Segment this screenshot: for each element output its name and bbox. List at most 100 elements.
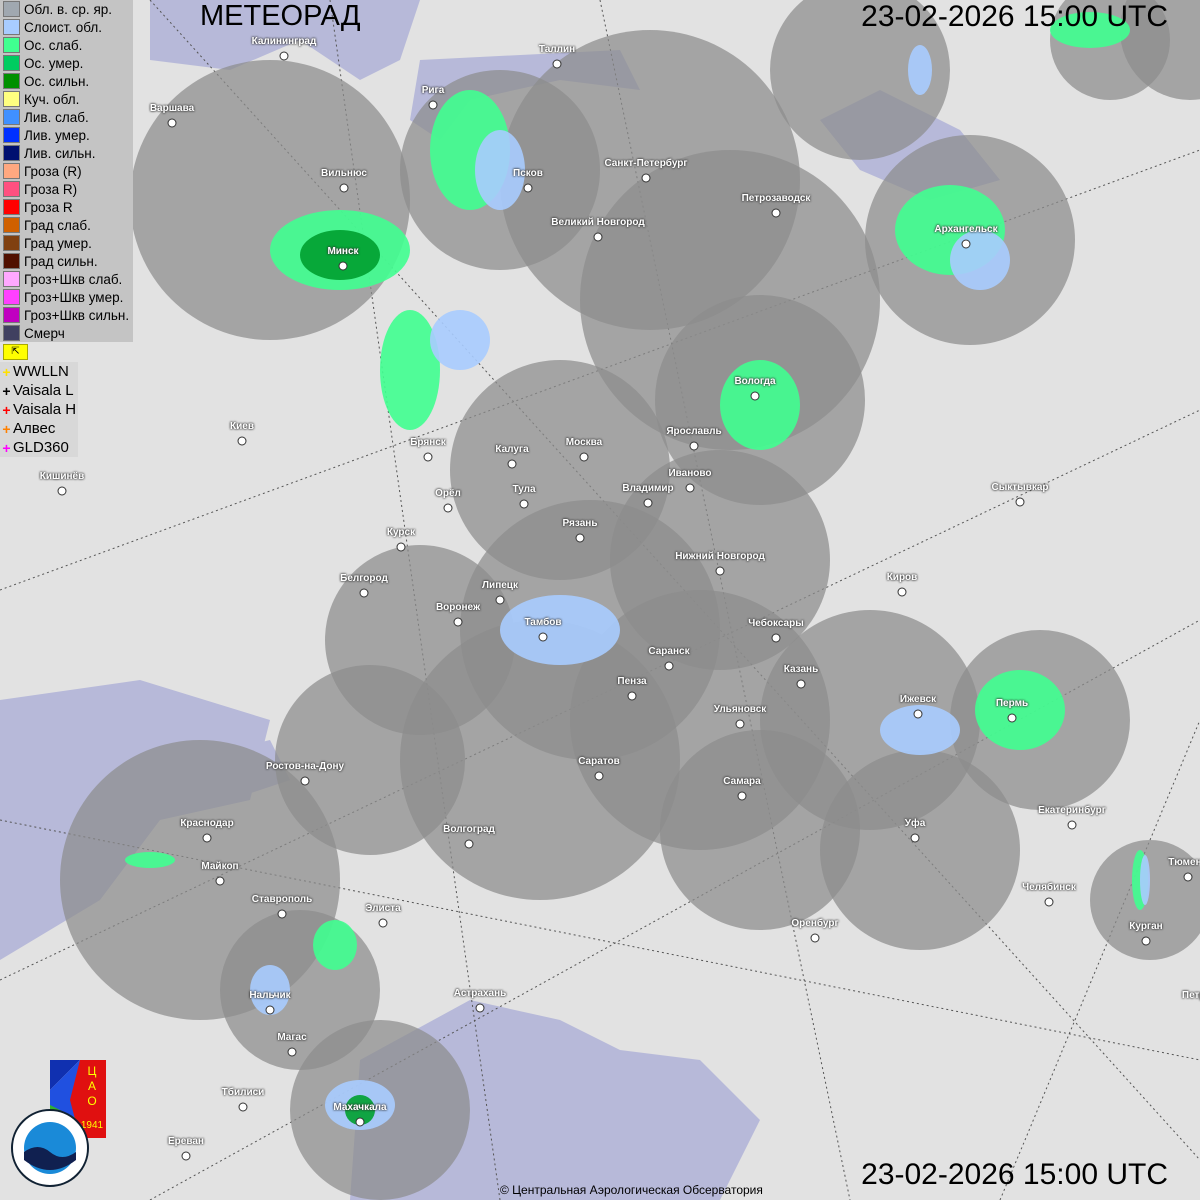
legend-swatch (3, 91, 20, 107)
city-marker-icon (771, 633, 781, 643)
precipitation-echo (345, 1095, 375, 1125)
city-marker-icon (523, 183, 533, 193)
city-marker-icon (237, 436, 247, 446)
legend-swatch (3, 109, 20, 125)
legend-label: Гроз+Шкв слаб. (24, 271, 123, 287)
city-label: Ижевск (899, 694, 937, 705)
city-marker-icon (279, 51, 289, 61)
city-marker-icon (538, 632, 548, 642)
legend-label: Слоист. обл. (24, 19, 103, 35)
baltic-sea (150, 0, 420, 80)
legend-swatch (3, 163, 20, 179)
legend-item: Гроз+Шкв умер. (0, 288, 133, 306)
legend-item: Слоист. обл. (0, 18, 133, 36)
city-label: Архангельск (934, 224, 998, 235)
city-marker-icon (507, 459, 517, 469)
lightning-toggle-button[interactable]: ⇱ (3, 344, 28, 360)
city-label: Элиста (365, 903, 401, 914)
legend-item: Смерч (0, 324, 133, 342)
city-label: Ярославль (666, 426, 722, 437)
legend-label: Гроза (R) (24, 163, 82, 179)
cross-icon: + (2, 382, 11, 399)
city-marker-icon (627, 691, 637, 701)
city-marker-icon (181, 1151, 191, 1161)
city-label: Махачкала (333, 1102, 387, 1113)
city-marker-icon (1044, 897, 1054, 907)
cross-icon: + (2, 420, 11, 437)
legend-swatch (3, 199, 20, 215)
city-label: Оренбург (791, 918, 839, 929)
precipitation-echo (880, 705, 960, 755)
legend-item: Ос. умер. (0, 54, 133, 72)
cross-icon: + (2, 439, 11, 456)
city-label: Воронеж (435, 602, 481, 613)
legend-label: Куч. обл. (24, 91, 80, 107)
lightning-network-label: Vaisala H (13, 401, 77, 418)
svg-text:О: О (87, 1094, 96, 1108)
city-label: Пермь (995, 698, 1029, 709)
legend-item: Куч. обл. (0, 90, 133, 108)
city-label: Краснодар (180, 818, 234, 829)
city-label: Великий Новгород (551, 217, 645, 228)
city-label: Санкт-Петербург (604, 158, 688, 169)
city-label: Майкоп (201, 861, 239, 872)
svg-text:Ц: Ц (88, 1064, 97, 1078)
city-marker-icon (215, 876, 225, 886)
city-marker-icon (796, 679, 806, 689)
city-marker-icon (339, 183, 349, 193)
city-label: Рязань (562, 518, 598, 529)
city-label: Саратов (578, 756, 620, 767)
legend-label: Гроз+Шкв умер. (24, 289, 124, 305)
legend-swatch (3, 235, 20, 251)
lightning-network-label: WWLLN (13, 363, 69, 380)
lightning-network-item: + Vaisala L (0, 381, 78, 400)
precipitation-echo (1140, 855, 1150, 905)
legend-label: Град слаб. (24, 217, 91, 233)
city-marker-icon (453, 617, 463, 627)
city-marker-icon (735, 719, 745, 729)
city-marker-icon (475, 1003, 485, 1013)
lightning-network-label: Алвес (13, 420, 56, 437)
legend-item: Обл. в. ср. яр. (0, 0, 133, 18)
city-label: Самара (723, 776, 761, 787)
lightning-network-item: + GLD360 (0, 438, 78, 457)
city-label: Варшава (149, 103, 195, 114)
city-marker-icon (689, 441, 699, 451)
legend-label: Гроза R (24, 199, 73, 215)
legend-item: Гроз+Шкв сильн. (0, 306, 133, 324)
city-marker-icon (464, 839, 474, 849)
city-label: Киев (230, 421, 254, 432)
city-marker-icon (1007, 713, 1017, 723)
city-label: Саранск (648, 646, 690, 657)
precipitation-echo (950, 230, 1010, 290)
precipitation-echo (908, 45, 932, 95)
roshydromet-logo (11, 1109, 89, 1187)
city-marker-icon (238, 1102, 248, 1112)
city-label: Брянск (410, 437, 446, 448)
radar-coverage (60, 0, 1200, 1200)
city-marker-icon (265, 1005, 275, 1015)
city-marker-icon (443, 503, 453, 513)
legend-item: Град слаб. (0, 216, 133, 234)
city-label: Тула (512, 484, 536, 495)
legend-label: Град умер. (24, 235, 92, 251)
city-label: Вильнюс (321, 168, 367, 179)
lightning-legend: + WWLLN + Vaisala L + Vaisala H + Алвес + GLD360 (0, 362, 78, 457)
city-label: Псков (513, 168, 543, 179)
city-marker-icon (1067, 820, 1077, 830)
precipitation-echo (313, 920, 357, 970)
legend-label: Ос. слаб. (24, 37, 83, 53)
city-marker-icon (643, 498, 653, 508)
precipitation-echo (475, 130, 525, 210)
city-label: Киров (886, 572, 918, 583)
city-label: Белгород (340, 573, 388, 584)
legend-swatch (3, 1, 20, 17)
city-marker-icon (641, 173, 651, 183)
city-marker-icon (277, 909, 287, 919)
legend-swatch (3, 289, 20, 305)
city-marker-icon (913, 709, 923, 719)
city-label: Тамбов (524, 617, 562, 628)
city-label: Екатеринбург (1038, 805, 1106, 816)
city-marker-icon (202, 833, 212, 843)
